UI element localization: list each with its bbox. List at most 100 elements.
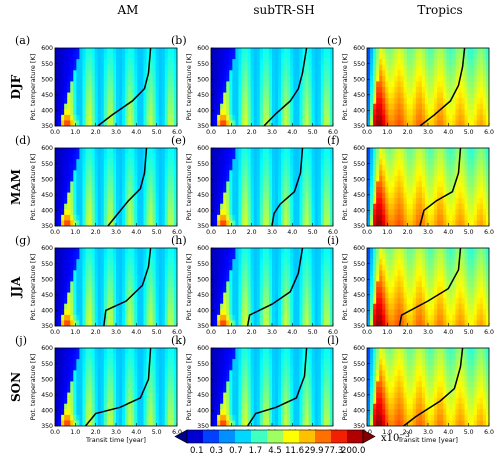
- heatmap-cell: [131, 259, 135, 266]
- heatmap-cell: [262, 59, 267, 66]
- heatmap-cell: [79, 109, 83, 116]
- heatmap-cell: [470, 59, 475, 66]
- heatmap-cell: [238, 259, 242, 266]
- heatmap-cell: [97, 103, 102, 110]
- heatmap-cell: [290, 159, 294, 166]
- heatmap-cell: [418, 92, 423, 99]
- heatmap-cell: [131, 109, 135, 116]
- heatmap-cell: [259, 303, 264, 310]
- heatmap-cell: [412, 314, 417, 321]
- heatmap-cell: [256, 181, 261, 188]
- heatmap-cell: [265, 220, 270, 226]
- heatmap-cell: [109, 53, 114, 60]
- heatmap-cell: [155, 320, 160, 326]
- heatmap-cell: [424, 198, 429, 205]
- heatmap-cell: [85, 103, 89, 110]
- heatmap-cell: [223, 314, 227, 321]
- heatmap-cell: [284, 314, 288, 321]
- heatmap-cell: [164, 287, 169, 293]
- heatmap-cell: [241, 148, 245, 154]
- heatmap-cell: [308, 120, 313, 126]
- heatmap-cell: [88, 109, 92, 116]
- heatmap-cell: [112, 53, 117, 60]
- heatmap-cell: [170, 175, 175, 182]
- heatmap-cell: [164, 253, 169, 260]
- heatmap-cell: [412, 187, 417, 193]
- heatmap-cell: [428, 175, 432, 182]
- heatmap-cell: [287, 87, 291, 93]
- heatmap-cell: [281, 270, 285, 277]
- heatmap-cell: [385, 75, 389, 82]
- heatmap-cell: [232, 75, 236, 82]
- heatmap-cell: [470, 98, 475, 105]
- heatmap-cell: [238, 114, 242, 121]
- heatmap-cell: [382, 259, 386, 266]
- heatmap-cell: [311, 81, 316, 88]
- heatmap-cell: [238, 181, 242, 188]
- heatmap-cell: [259, 120, 264, 126]
- heatmap-cell: [214, 314, 218, 321]
- heatmap-cell: [76, 53, 80, 60]
- heatmap-cell: [167, 59, 172, 66]
- heatmap-cell: [317, 253, 322, 260]
- heatmap-cell: [412, 253, 417, 260]
- heatmap-cell: [88, 198, 92, 205]
- heatmap-cell: [155, 103, 160, 110]
- heatmap-cell: [112, 120, 117, 126]
- heatmap-cell: [437, 48, 441, 54]
- heatmap-cell: [329, 53, 333, 60]
- heatmap-cell: [455, 75, 459, 82]
- heatmap-cell: [281, 98, 285, 105]
- heatmap-cell: [437, 209, 441, 216]
- heatmap-cell: [373, 98, 377, 105]
- heatmap-cell: [437, 75, 441, 82]
- heatmap-cell: [229, 292, 233, 299]
- heatmap-cell: [94, 120, 99, 126]
- heatmap-cell: [155, 109, 160, 116]
- heatmap-cell: [55, 253, 59, 260]
- heatmap-cell: [88, 209, 92, 216]
- heatmap-cell: [418, 281, 423, 288]
- heatmap-cell: [235, 192, 239, 199]
- heatmap-cell: [167, 187, 172, 193]
- heatmap-cell: [394, 270, 398, 277]
- heatmap-cell: [467, 175, 472, 182]
- heatmap-cell: [161, 92, 166, 99]
- heatmap-cell: [323, 53, 328, 60]
- heatmap-cell: [320, 114, 325, 121]
- heatmap-cell: [64, 320, 68, 326]
- heatmap-cell: [428, 209, 432, 216]
- heatmap-cell: [370, 270, 374, 277]
- heatmap-cell: [112, 175, 117, 182]
- heatmap-cell: [82, 81, 86, 88]
- heatmap-cell: [167, 120, 172, 126]
- heatmap-cell: [281, 287, 285, 293]
- heatmap-cell: [367, 70, 371, 77]
- heatmap-cell: [259, 253, 264, 260]
- heatmap-cell: [61, 175, 65, 182]
- heatmap-cell: [103, 187, 108, 193]
- heatmap-cell: [311, 298, 316, 305]
- heatmap-cell: [170, 64, 175, 71]
- x-tick-label: 0.0: [362, 129, 372, 136]
- heatmap-cell: [268, 214, 273, 221]
- heatmap-cell: [140, 175, 144, 182]
- heatmap-cell: [373, 109, 377, 116]
- heatmap-cell: [70, 103, 74, 110]
- heatmap-cell: [299, 98, 303, 105]
- heatmap-cell: [226, 248, 230, 254]
- heatmap-cell: [428, 53, 432, 60]
- heatmap-cell: [55, 192, 59, 199]
- heatmap-cell: [394, 220, 398, 226]
- heatmap-cell: [329, 170, 333, 177]
- heatmap-cell: [424, 87, 429, 93]
- heatmap-cell: [479, 159, 484, 166]
- heatmap-cell: [235, 187, 239, 193]
- heatmap-cell: [415, 120, 420, 126]
- heatmap-cell: [397, 281, 401, 288]
- heatmap-cell: [473, 198, 478, 205]
- heatmap-cell: [229, 114, 233, 121]
- heatmap-cell: [122, 192, 126, 199]
- heatmap-cell: [446, 120, 450, 126]
